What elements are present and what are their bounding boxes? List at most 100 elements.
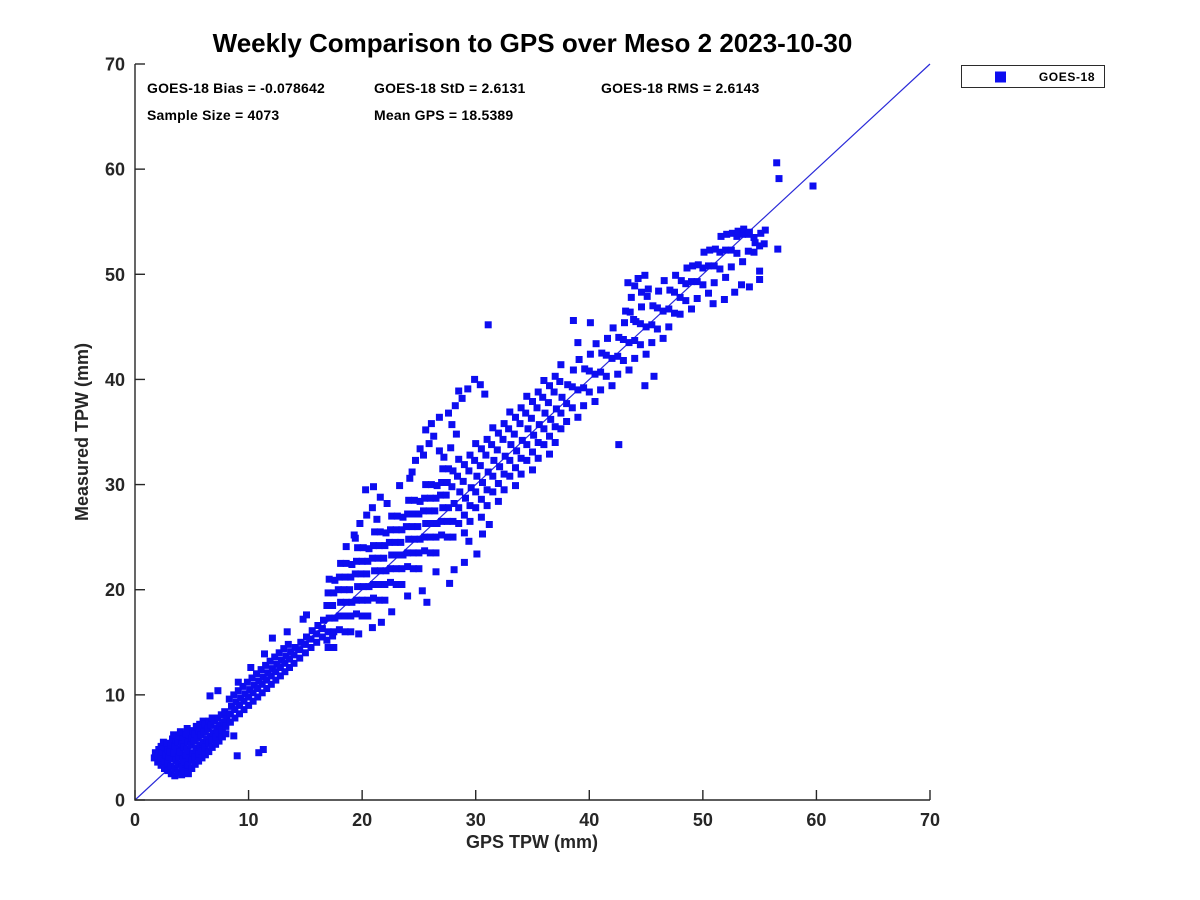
data-point xyxy=(619,357,627,364)
data-point xyxy=(648,339,656,347)
data-point xyxy=(700,248,708,256)
data-point xyxy=(296,646,304,654)
data-point xyxy=(624,279,632,287)
data-point xyxy=(363,570,371,578)
data-point xyxy=(626,308,634,316)
data-point xyxy=(354,583,362,591)
data-point xyxy=(551,439,559,446)
data-point xyxy=(324,628,332,636)
data-point xyxy=(677,277,685,285)
data-point xyxy=(653,304,661,312)
data-point xyxy=(405,496,413,504)
data-point xyxy=(382,529,390,537)
data-point xyxy=(223,714,231,722)
x-tick-label: 60 xyxy=(806,810,826,830)
data-point xyxy=(286,655,293,663)
data-point xyxy=(643,292,651,300)
data-point xyxy=(505,425,513,433)
data-point xyxy=(604,334,611,342)
y-axis-label: Measured TPW (mm) xyxy=(72,343,92,521)
data-point xyxy=(253,670,260,678)
data-point xyxy=(353,557,360,565)
data-point xyxy=(627,293,635,301)
data-point xyxy=(544,399,552,407)
data-point xyxy=(230,732,238,740)
data-point xyxy=(575,356,583,363)
data-point xyxy=(331,614,339,622)
data-point xyxy=(248,674,256,682)
data-point xyxy=(580,384,588,392)
data-point xyxy=(541,409,549,417)
data-point xyxy=(552,405,560,413)
data-point xyxy=(340,586,348,594)
data-point xyxy=(757,229,765,237)
data-point xyxy=(337,559,345,567)
data-point xyxy=(717,232,725,240)
data-point xyxy=(540,441,548,449)
data-point xyxy=(460,558,468,566)
data-point xyxy=(477,445,485,453)
data-point xyxy=(307,644,315,651)
data-point xyxy=(522,409,530,417)
data-point xyxy=(728,229,736,237)
data-point xyxy=(529,398,536,405)
data-point xyxy=(479,479,486,486)
data-point xyxy=(760,240,768,248)
stat-rms: GOES-18 RMS = 2.6143 xyxy=(601,80,760,96)
data-point xyxy=(341,573,349,581)
data-point xyxy=(385,538,393,546)
data-point xyxy=(455,504,463,512)
data-point xyxy=(488,441,496,449)
data-point xyxy=(443,479,451,486)
data-point xyxy=(527,414,535,422)
data-point xyxy=(472,504,480,512)
y-tick-label: 30 xyxy=(105,475,125,495)
data-point xyxy=(368,624,376,632)
data-point xyxy=(170,731,178,739)
data-point xyxy=(416,497,424,505)
data-point xyxy=(280,645,288,653)
data-point xyxy=(176,748,184,756)
data-point xyxy=(214,687,222,695)
data-point xyxy=(427,481,435,489)
data-point xyxy=(615,441,623,449)
data-point xyxy=(240,697,248,705)
data-point xyxy=(641,382,649,390)
data-point xyxy=(546,432,553,440)
data-point xyxy=(489,424,497,432)
data-point xyxy=(706,246,714,254)
data-point xyxy=(230,691,238,699)
data-point xyxy=(462,494,469,502)
data-point xyxy=(476,462,484,470)
data-point xyxy=(267,672,275,680)
data-point xyxy=(485,521,493,528)
data-point xyxy=(699,264,707,272)
data-point xyxy=(465,537,473,545)
data-point xyxy=(388,551,396,559)
data-point xyxy=(551,372,559,380)
data-point xyxy=(393,512,401,520)
data-point xyxy=(489,488,497,496)
y-tick-label: 60 xyxy=(105,160,125,180)
data-point xyxy=(641,271,649,279)
data-point xyxy=(392,581,400,588)
data-point xyxy=(501,452,509,460)
data-point xyxy=(205,748,213,756)
data-point xyxy=(435,447,443,455)
data-point xyxy=(464,385,472,393)
data-point xyxy=(184,770,192,778)
data-point xyxy=(591,370,599,378)
data-point xyxy=(513,447,521,455)
data-point xyxy=(512,482,519,490)
data-point xyxy=(733,232,741,240)
data-point xyxy=(409,510,417,518)
data-point xyxy=(364,596,372,604)
data-point xyxy=(421,547,429,555)
data-point xyxy=(398,581,406,588)
data-point xyxy=(178,771,186,779)
data-point xyxy=(399,513,407,521)
data-point xyxy=(234,687,242,695)
data-point xyxy=(619,336,627,343)
data-point xyxy=(539,393,547,401)
